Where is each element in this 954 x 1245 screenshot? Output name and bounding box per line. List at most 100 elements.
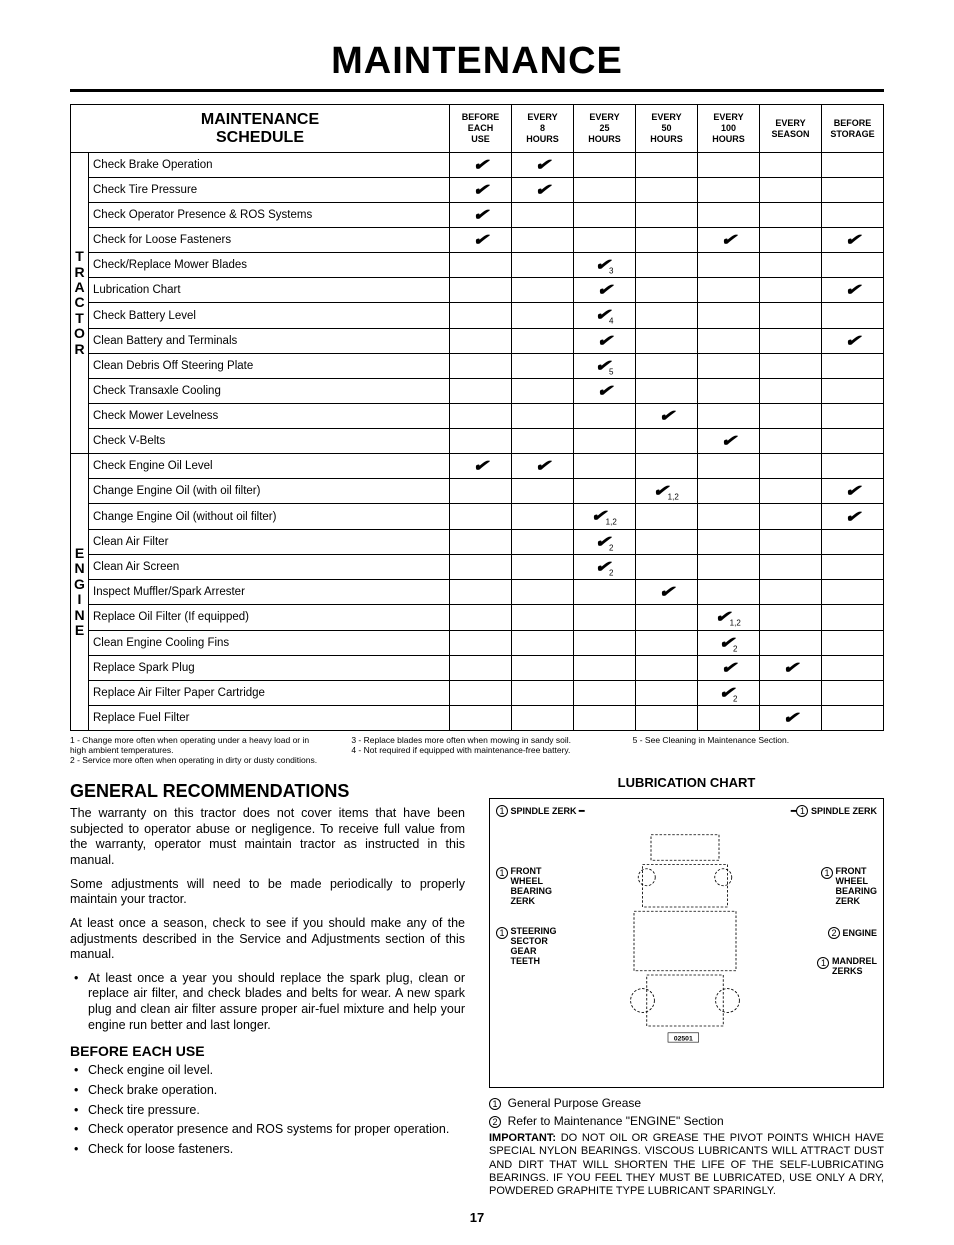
check-cell: [512, 253, 574, 278]
check-cell: ✔2: [698, 680, 760, 705]
right-column: LUBRICATION CHART 1 SPINDLE ZERK ━ ━1 SP…: [489, 775, 884, 1198]
lubrication-chart-title: LUBRICATION CHART: [489, 775, 884, 790]
check-cell: [636, 605, 698, 630]
check-cell: [574, 706, 636, 731]
check-cell: [822, 706, 884, 731]
check-cell: [512, 353, 574, 378]
check-cell: [760, 429, 822, 454]
check-cell: [760, 153, 822, 178]
check-cell: [636, 353, 698, 378]
legend-1: 1 General Purpose Grease: [489, 1096, 884, 1110]
check-cell: ✔: [450, 178, 512, 203]
check-cell: [760, 404, 822, 429]
category-label: ENGINE: [71, 454, 89, 731]
check-cell: ✔: [760, 706, 822, 731]
check-cell: ✔: [512, 178, 574, 203]
check-cell: [636, 706, 698, 731]
col-every-50: EVERY 50 HOURS: [636, 105, 698, 153]
check-cell: [636, 328, 698, 353]
check-cell: [760, 328, 822, 353]
check-cell: [698, 580, 760, 605]
check-cell: [450, 554, 512, 579]
check-cell: ✔: [512, 153, 574, 178]
before-use-item: Check engine oil level.: [88, 1063, 465, 1079]
task-cell: Check Operator Presence & ROS Systems: [89, 203, 450, 228]
check-cell: [698, 379, 760, 404]
check-cell: ✔4: [574, 303, 636, 328]
check-cell: [512, 404, 574, 429]
check-cell: ✔2: [574, 554, 636, 579]
col-every-25: EVERY 25 HOURS: [574, 105, 636, 153]
check-cell: [698, 253, 760, 278]
check-cell: [698, 504, 760, 529]
maintenance-schedule-table: MAINTENANCE SCHEDULE BEFORE EACH USE EVE…: [70, 104, 884, 731]
check-cell: [450, 278, 512, 303]
check-cell: [760, 303, 822, 328]
label-spindle-right: ━1 SPINDLE ZERK: [791, 805, 877, 817]
check-cell: [574, 479, 636, 504]
check-cell: [512, 328, 574, 353]
check-cell: [760, 605, 822, 630]
check-cell: [512, 379, 574, 404]
left-column: GENERAL RECOMMENDATIONS The warranty on …: [70, 775, 465, 1198]
check-cell: [698, 178, 760, 203]
check-cell: [636, 680, 698, 705]
before-use-item: Check operator presence and ROS systems …: [88, 1122, 465, 1138]
check-cell: [450, 706, 512, 731]
check-cell: [822, 655, 884, 680]
check-cell: [698, 278, 760, 303]
task-cell: Check Tire Pressure: [89, 178, 450, 203]
label-mandrel: 1 MANDREL ZERKS: [817, 957, 877, 977]
check-cell: [698, 328, 760, 353]
before-use-item: Check for loose fasteners.: [88, 1142, 465, 1158]
before-each-use-title: BEFORE EACH USE: [70, 1043, 465, 1059]
task-cell: Check for Loose Fasteners: [89, 228, 450, 253]
check-cell: [822, 680, 884, 705]
check-cell: [512, 630, 574, 655]
check-cell: [822, 580, 884, 605]
footnotes: 1 - Change more often when operating und…: [70, 735, 884, 765]
col-before-storage: BEFORE STORAGE: [822, 105, 884, 153]
gen-rec-bullet: At least once a year you should replace …: [88, 971, 465, 1034]
gen-rec-p3: At least once a season, check to see if …: [70, 916, 465, 963]
check-cell: [822, 454, 884, 479]
check-cell: ✔2: [574, 529, 636, 554]
check-cell: [450, 429, 512, 454]
check-cell: [574, 580, 636, 605]
check-cell: [698, 153, 760, 178]
check-cell: [636, 630, 698, 655]
label-steering: 1 STEERING SECTOR GEAR TEETH: [496, 927, 557, 967]
check-cell: [512, 706, 574, 731]
check-cell: [574, 680, 636, 705]
check-cell: [760, 529, 822, 554]
footnote: 3 - Replace blades more often when mowin…: [351, 735, 602, 745]
check-cell: [636, 253, 698, 278]
before-use-item: Check brake operation.: [88, 1083, 465, 1099]
check-cell: [698, 706, 760, 731]
check-cell: [574, 203, 636, 228]
col-every-8: EVERY 8 HOURS: [512, 105, 574, 153]
before-use-item: Check tire pressure.: [88, 1103, 465, 1119]
check-cell: [512, 228, 574, 253]
task-cell: Lubrication Chart: [89, 278, 450, 303]
check-cell: ✔: [760, 655, 822, 680]
check-cell: ✔2: [698, 630, 760, 655]
check-cell: ✔: [822, 328, 884, 353]
check-cell: [636, 655, 698, 680]
check-cell: [512, 529, 574, 554]
check-cell: [512, 203, 574, 228]
check-cell: [450, 404, 512, 429]
task-cell: Check Battery Level: [89, 303, 450, 328]
gen-rec-p1: The warranty on this tractor does not co…: [70, 806, 465, 869]
label-front-wheel-left: 1 FRONT WHEEL BEARING ZERK: [496, 867, 552, 907]
check-cell: [574, 429, 636, 454]
check-cell: [760, 479, 822, 504]
task-cell: Clean Battery and Terminals: [89, 328, 450, 353]
check-cell: [698, 479, 760, 504]
check-cell: [512, 554, 574, 579]
check-cell: [698, 454, 760, 479]
check-cell: ✔: [450, 454, 512, 479]
check-cell: [450, 379, 512, 404]
task-cell: Replace Air Filter Paper Cartridge: [89, 680, 450, 705]
check-cell: ✔1,2: [636, 479, 698, 504]
